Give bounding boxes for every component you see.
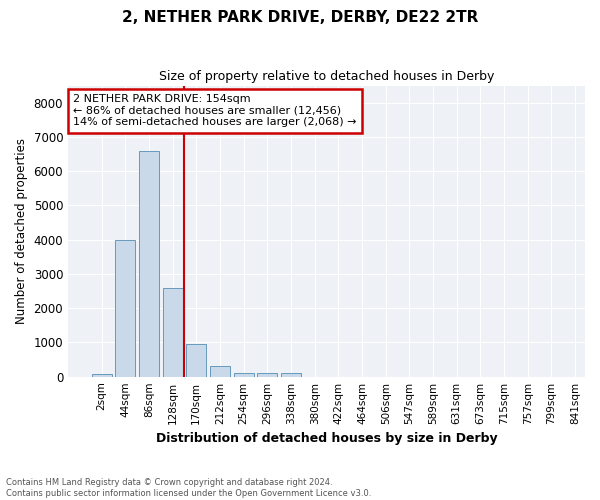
Bar [186,344,206,376]
Bar [92,374,112,376]
Text: 2 NETHER PARK DRIVE: 154sqm
← 86% of detached houses are smaller (12,456)
14% of: 2 NETHER PARK DRIVE: 154sqm ← 86% of det… [73,94,357,128]
Title: Size of property relative to detached houses in Derby: Size of property relative to detached ho… [159,70,494,83]
Bar [139,150,159,376]
Y-axis label: Number of detached properties: Number of detached properties [15,138,28,324]
Bar [163,288,182,376]
Bar [115,240,136,376]
Text: Contains HM Land Registry data © Crown copyright and database right 2024.
Contai: Contains HM Land Registry data © Crown c… [6,478,371,498]
Bar [233,372,254,376]
Bar [257,374,277,376]
Bar [281,374,301,376]
Bar [210,366,230,376]
X-axis label: Distribution of detached houses by size in Derby: Distribution of detached houses by size … [156,432,497,445]
Text: 2, NETHER PARK DRIVE, DERBY, DE22 2TR: 2, NETHER PARK DRIVE, DERBY, DE22 2TR [122,10,478,25]
